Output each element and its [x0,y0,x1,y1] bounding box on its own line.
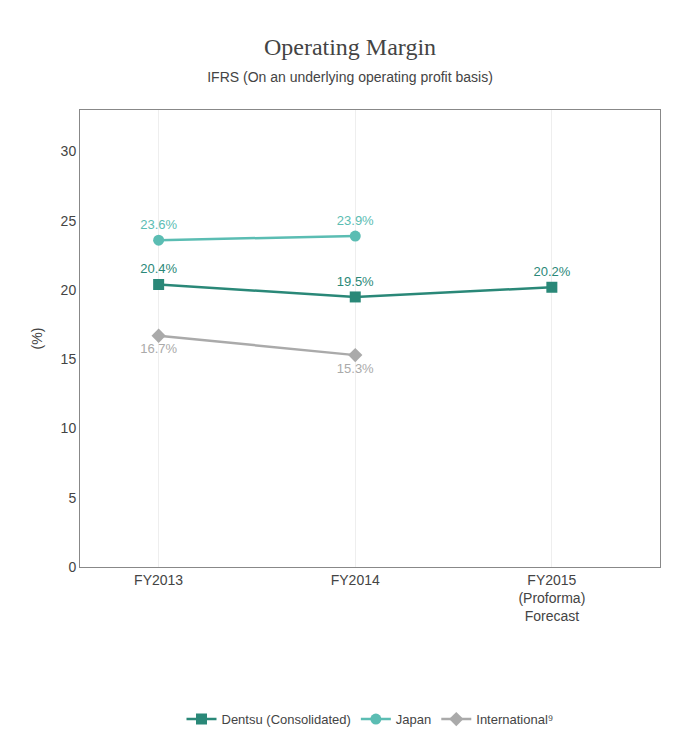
svg-text:IFRS (On an underlying operati: IFRS (On an underlying operating profit … [207,69,493,85]
svg-text:20.2%: 20.2% [533,264,570,279]
svg-text:30: 30 [61,143,77,159]
svg-text:20.4%: 20.4% [140,261,177,276]
svg-text:FY2013: FY2013 [134,572,183,588]
svg-text:19.5%: 19.5% [337,274,374,289]
svg-text:16.7%: 16.7% [140,341,177,356]
svg-text:15: 15 [61,351,77,367]
svg-text:23.9%: 23.9% [337,213,374,228]
svg-text:Japan: Japan [396,712,431,727]
svg-text:Dentsu (Consolidated): Dentsu (Consolidated) [222,712,351,727]
svg-text:FY2015(Proforma)Forecast: FY2015(Proforma)Forecast [518,572,585,624]
svg-text:5: 5 [68,490,76,506]
svg-text:FY2014: FY2014 [331,572,380,588]
svg-text:0: 0 [68,559,76,575]
svg-text:23.6%: 23.6% [140,217,177,232]
svg-text:25: 25 [61,213,77,229]
svg-text:20: 20 [61,282,77,298]
svg-text:15.3%: 15.3% [337,361,374,376]
svg-text:International⁹: International⁹ [476,712,553,727]
svg-text:(%): (%) [29,328,45,350]
svg-text:10: 10 [61,420,77,436]
svg-text:Operating Margin: Operating Margin [264,34,436,60]
